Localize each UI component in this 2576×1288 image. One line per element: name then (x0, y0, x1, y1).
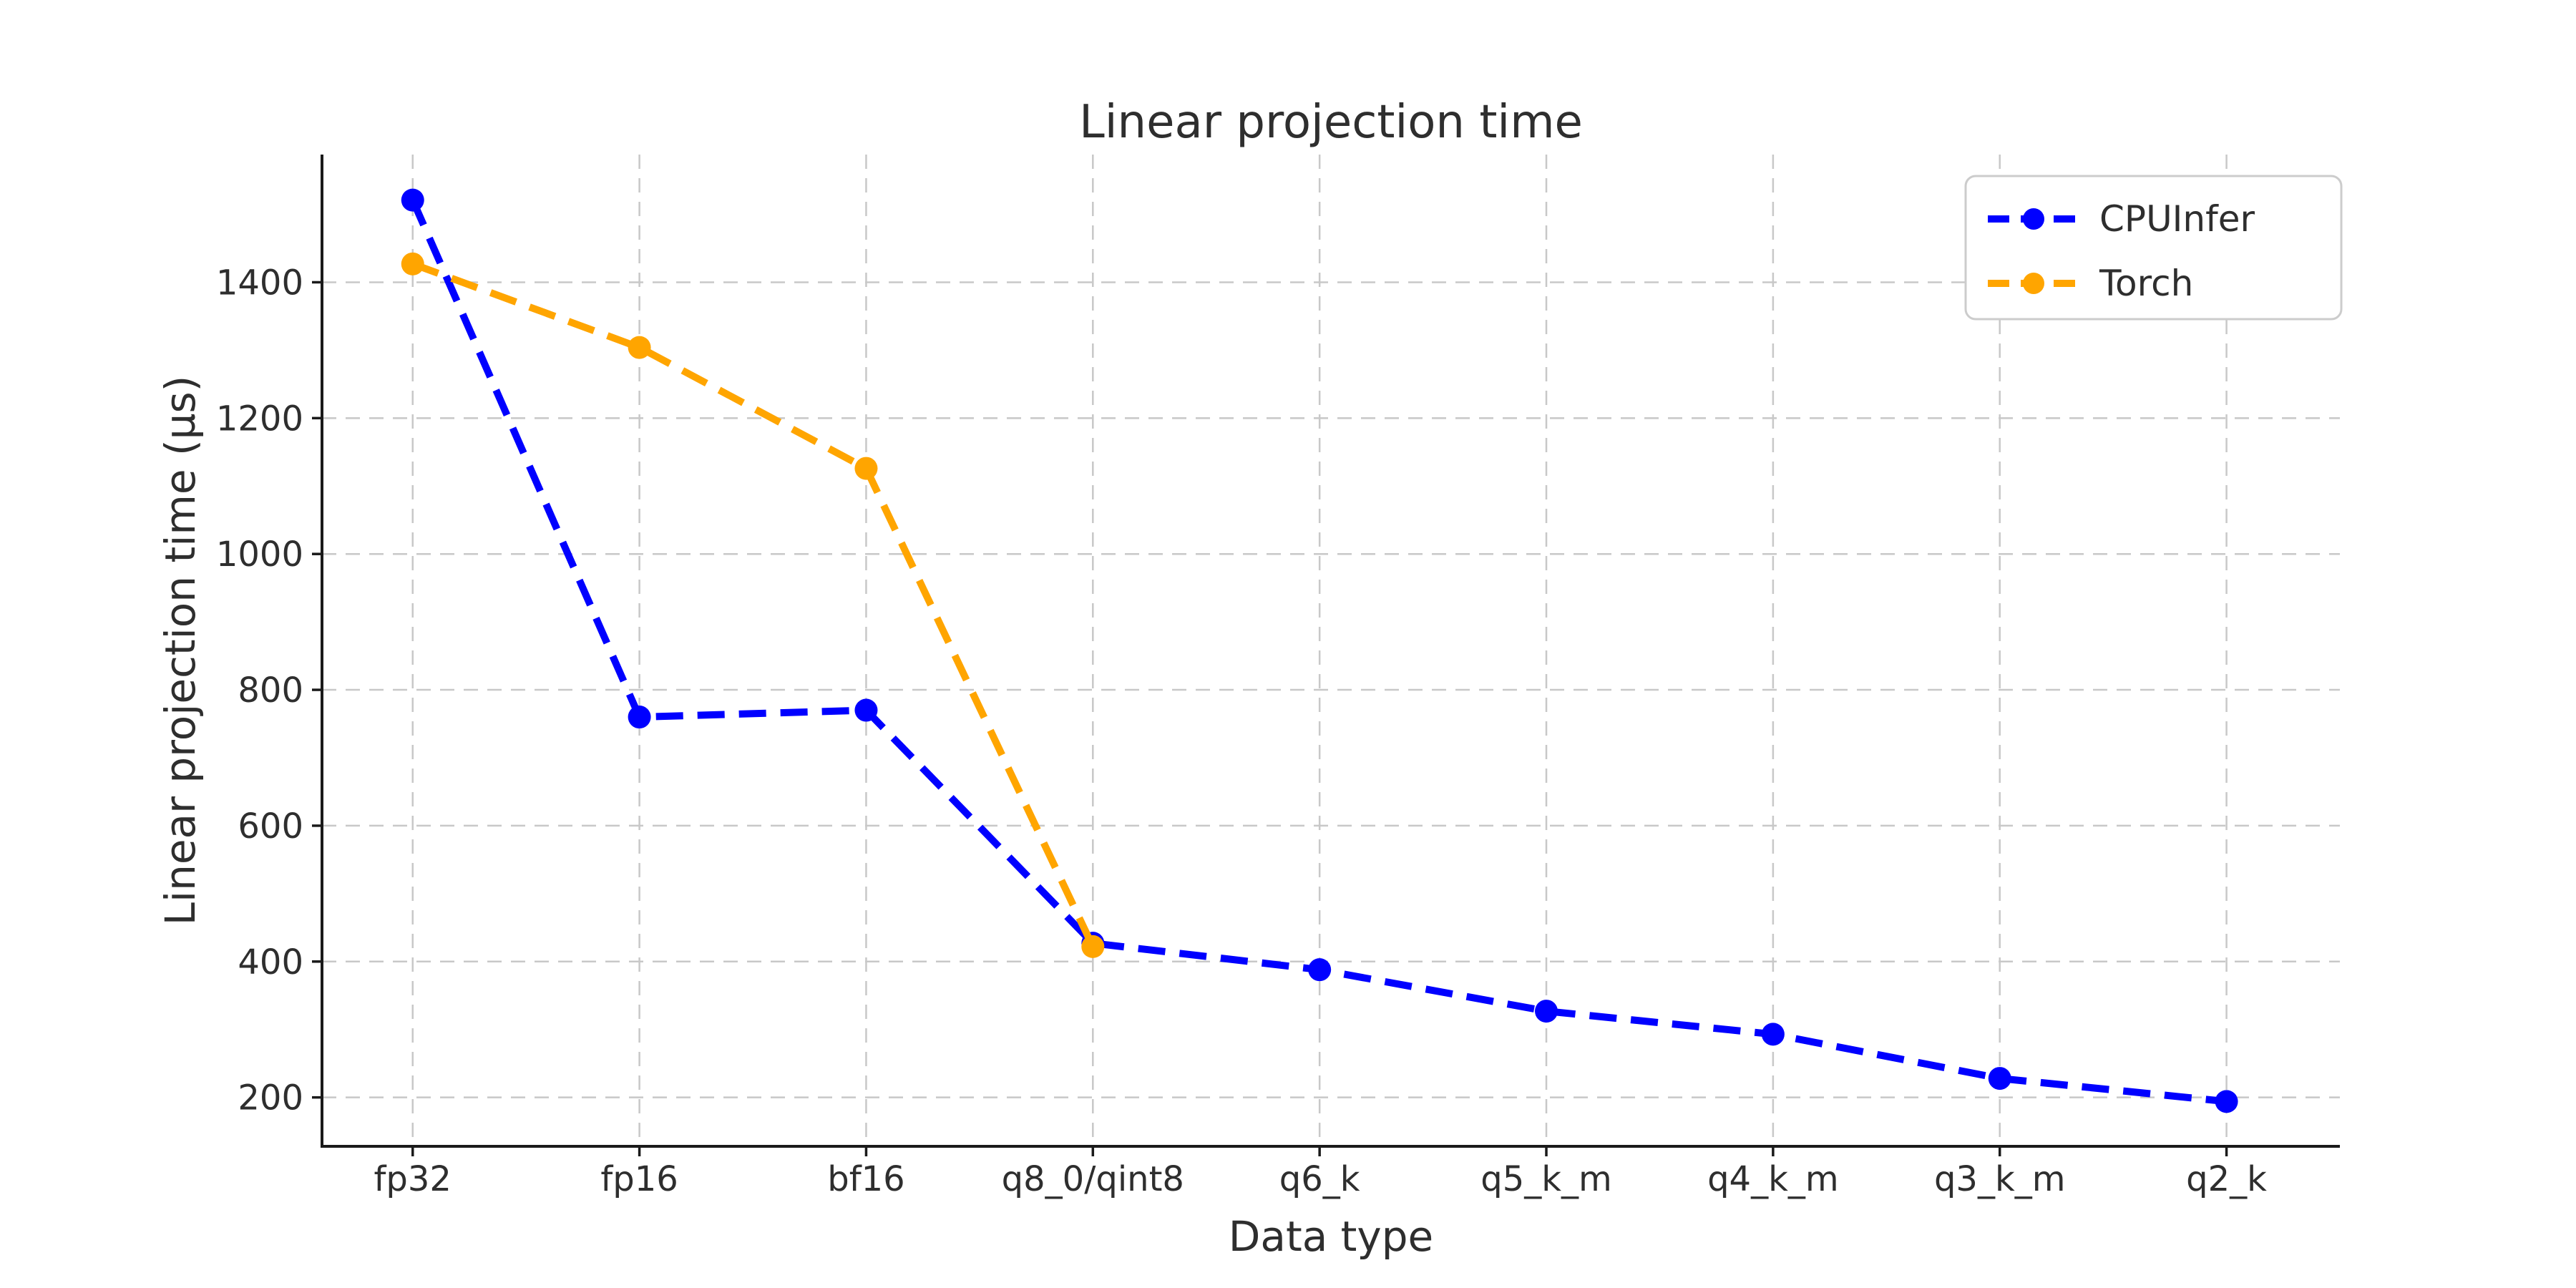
y-tick-label: 200 (238, 1078, 303, 1118)
y-tick-label: 600 (238, 806, 303, 847)
x-tick-label: q4_k_m (1707, 1159, 1839, 1199)
data-point-cpuinfer (401, 188, 424, 212)
data-point-torch (854, 457, 878, 480)
series-line-torch (411, 260, 1096, 949)
y-tick-label: 400 (238, 942, 303, 982)
chart-title: Linear projection time (1079, 96, 1583, 149)
data-point-cpuinfer (1988, 1067, 2011, 1091)
axis-spines (321, 155, 2340, 1148)
x-tick-label: q8_0/qint8 (1002, 1159, 1184, 1199)
data-point-cpuinfer (1308, 958, 1332, 982)
y-tick-label: 1200 (216, 399, 303, 439)
axis-ticks (312, 280, 2228, 1156)
data-point-torch (628, 336, 651, 359)
legend: CPUInfer Torch (1964, 175, 2343, 321)
data-point-cpuinfer (854, 698, 878, 722)
data-point-cpuinfer (1761, 1023, 1785, 1046)
data-point-cpuinfer (2215, 1090, 2238, 1113)
legend-marker (2023, 208, 2044, 230)
x-tick-label: q5_k_m (1480, 1159, 1612, 1199)
data-point-cpuinfer (1535, 1000, 1558, 1023)
x-tick-label: q2_k (2186, 1159, 2267, 1199)
y-tick-label: 1400 (216, 263, 303, 303)
data-point-torch (1081, 935, 1105, 958)
x-tick-label: bf16 (827, 1159, 904, 1199)
y-axis-label: Linear projection time (µs) (156, 376, 205, 926)
x-tick-label: q3_k_m (1934, 1159, 2066, 1199)
data-point-torch (401, 252, 424, 275)
y-tick-label: 800 (238, 670, 303, 711)
x-tick-label: fp32 (374, 1159, 452, 1199)
y-tick-label: 1000 (216, 535, 303, 575)
x-tick-label: fp16 (600, 1159, 678, 1199)
data-point-cpuinfer (628, 706, 651, 729)
legend-marker (2023, 273, 2044, 294)
data-series-layer (401, 188, 2238, 1113)
legend-entry-label: Torch (2099, 263, 2193, 304)
x-axis-label: Data type (1229, 1212, 1434, 1261)
x-tick-label: q6_k (1279, 1159, 1360, 1199)
axis-tick-labels: 200 400 600 800 1000 1200 1400 fp32 fp16 bf16 q8_0… (216, 263, 2267, 1199)
legend-entry-label: CPUInfer (2099, 198, 2255, 240)
